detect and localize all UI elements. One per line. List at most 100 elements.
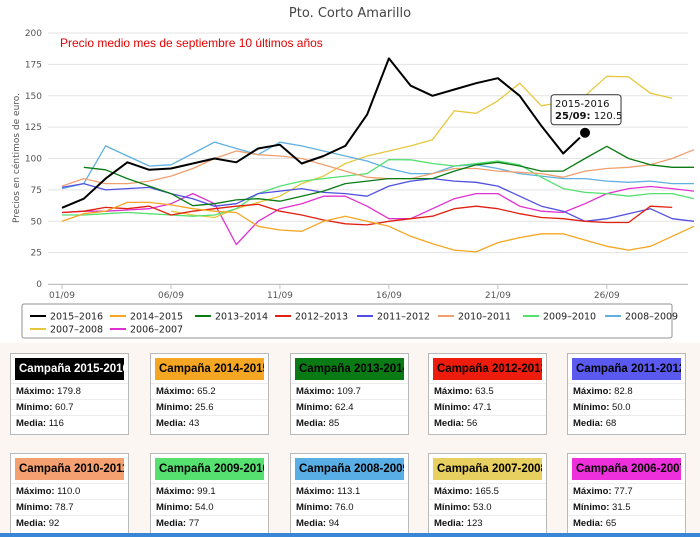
card-max-label: Máximo:: [573, 386, 612, 397]
card-max: Máximo: 113.1: [291, 483, 408, 499]
card-min: Mínimo: 31.5: [568, 499, 685, 515]
card-average-value: 65: [603, 518, 617, 529]
card-max: Máximo: 63.5: [429, 383, 546, 399]
legend-item-label[interactable]: 2009–2010: [543, 312, 596, 323]
campaign-card: Campaña 2014-2015 Máximo: 65.2 Mínimo: 25.…: [150, 353, 269, 435]
series-line-2015-2016[interactable]: [61, 57, 586, 209]
series-line-2014-2015[interactable]: [61, 201, 695, 253]
bottom-accent-bar: [0, 533, 700, 537]
card-min: Mínimo: 60.7: [11, 399, 128, 415]
card-average-value: 85: [326, 418, 340, 429]
series-line-2008-2009[interactable]: [61, 141, 694, 190]
legend-item-label[interactable]: 2010–2011: [458, 312, 511, 323]
card-min-value: 53.0: [470, 502, 492, 513]
card-max-label: Máximo:: [156, 486, 195, 497]
chart-area: 0 25 50 75 100 125 150 175 200 01/09 06/09 11/09 16/…: [0, 0, 700, 343]
card-max-label: Máximo:: [296, 486, 335, 497]
campaign-card-title: Campaña 2008-2009: [295, 458, 404, 480]
legend-item-label[interactable]: 2011–2012: [377, 312, 430, 323]
card-max-value: 77.7: [611, 486, 633, 497]
card-max: Máximo: 82.8: [568, 383, 685, 399]
card-max-value: 82.8: [611, 386, 633, 397]
x-tick-label: 26/09: [594, 291, 620, 301]
legend-box: [21, 303, 673, 339]
x-tick-label: 11/09: [267, 291, 293, 301]
card-min-value: 76.0: [332, 502, 354, 513]
card-min: Mínimo: 50.0: [568, 399, 685, 415]
x-tick-label: 01/09: [49, 291, 75, 301]
legend-item-label[interactable]: 2006–2007: [130, 325, 183, 336]
card-average: Media: 94: [291, 515, 408, 531]
card-max: Máximo: 110.0: [11, 483, 128, 499]
y-tick-label: 0: [36, 280, 42, 290]
legend-item-label[interactable]: 2007–2008: [50, 325, 103, 336]
card-max-value: 113.1: [334, 486, 361, 497]
x-tick-label: 06/09: [158, 291, 184, 301]
card-max-value: 63.5: [472, 386, 494, 397]
card-min-value: 50.0: [609, 402, 631, 413]
tooltip-value: 25/09: 120.5: [555, 111, 622, 122]
card-max-label: Máximo:: [16, 486, 55, 497]
campaign-card-title: Campaña 2012-2013: [433, 358, 542, 380]
y-tick-label: 100: [25, 155, 42, 165]
card-min-value: 31.5: [609, 502, 631, 513]
card-max: Máximo: 77.7: [568, 483, 685, 499]
y-tick-label: 75: [31, 186, 42, 196]
card-min: Mínimo: 47.1: [429, 399, 546, 415]
legend-item-label[interactable]: 2008–2009: [625, 312, 678, 323]
card-max: Máximo: 109.7: [291, 383, 408, 399]
card-min-label: Mínimo:: [573, 402, 610, 413]
series-line-2012-2013[interactable]: [61, 203, 673, 226]
card-average: Media: 77: [151, 515, 268, 531]
legend-item-label[interactable]: 2015–2016: [50, 312, 103, 323]
series-line-2010-2011[interactable]: [61, 149, 695, 187]
card-average-value: 116: [46, 418, 64, 429]
chart-title: Pto. Corto Amarillo: [289, 6, 411, 21]
card-average: Media: 43: [151, 415, 268, 431]
card-min: Mínimo: 76.0: [291, 499, 408, 515]
line-chart: 0 25 50 75 100 125 150 175 200 01/09 06/09 11/09 16/…: [11, 6, 695, 339]
card-average-value: 56: [464, 418, 478, 429]
card-average: Media: 92: [11, 515, 128, 531]
card-min-label: Mínimo:: [296, 502, 333, 513]
y-tick-label: 25: [31, 249, 42, 259]
card-min-value: 25.6: [192, 402, 214, 413]
campaign-card-title: Campaña 2011-2012: [572, 358, 681, 380]
card-min-label: Mínimo:: [156, 402, 193, 413]
card-max-label: Máximo:: [573, 486, 612, 497]
card-max-label: Máximo:: [156, 386, 195, 397]
y-tick-label: 125: [25, 123, 42, 133]
card-max-label: Máximo:: [16, 386, 55, 397]
series-line-2013-2014[interactable]: [83, 145, 694, 207]
series-line-2011-2012[interactable]: [61, 177, 695, 222]
card-average-value: 68: [603, 418, 617, 429]
card-average-value: 43: [186, 418, 200, 429]
campaign-card: Campaña 2010-2011 Máximo: 110.0 Mínimo: 78…: [10, 453, 129, 535]
card-min-label: Mínimo:: [573, 502, 610, 513]
card-max-value: 110.0: [54, 486, 81, 497]
chart-subtitle: Precio medio mes de septiembre 10 último…: [60, 36, 323, 50]
card-average-label: Media:: [296, 418, 327, 429]
series-line-2006-2007[interactable]: [61, 185, 695, 246]
campaign-summary-cards: Campaña 2015-2016 Máximo: 179.8 Mínimo: 60…: [0, 350, 700, 537]
card-average-value: 77: [186, 518, 200, 529]
series-line-2007-2008[interactable]: [170, 75, 673, 219]
y-axis-label: Precios en céntimos de euro.: [11, 93, 22, 223]
legend-item-label[interactable]: 2013–2014: [215, 312, 268, 323]
card-min: Mínimo: 54.0: [151, 499, 268, 515]
card-average-label: Media:: [16, 418, 47, 429]
card-min-label: Mínimo:: [156, 502, 193, 513]
y-tick-label: 50: [31, 217, 43, 227]
tooltip-point-marker[interactable]: [578, 125, 593, 140]
series-line-2009-2010[interactable]: [62, 158, 695, 217]
card-average-label: Media:: [156, 518, 187, 529]
card-min: Mínimo: 25.6: [151, 399, 268, 415]
card-max-value: 109.7: [334, 386, 361, 397]
campaign-card-title: Campaña 2015-2016: [15, 358, 124, 380]
card-average: Media: 85: [291, 415, 408, 431]
legend-item-label[interactable]: 2014–2015: [130, 312, 183, 323]
legend-item-label[interactable]: 2012–2013: [295, 312, 348, 323]
card-average-value: 94: [326, 518, 340, 529]
card-average-label: Media:: [16, 518, 47, 529]
card-min: Mínimo: 53.0: [429, 499, 546, 515]
